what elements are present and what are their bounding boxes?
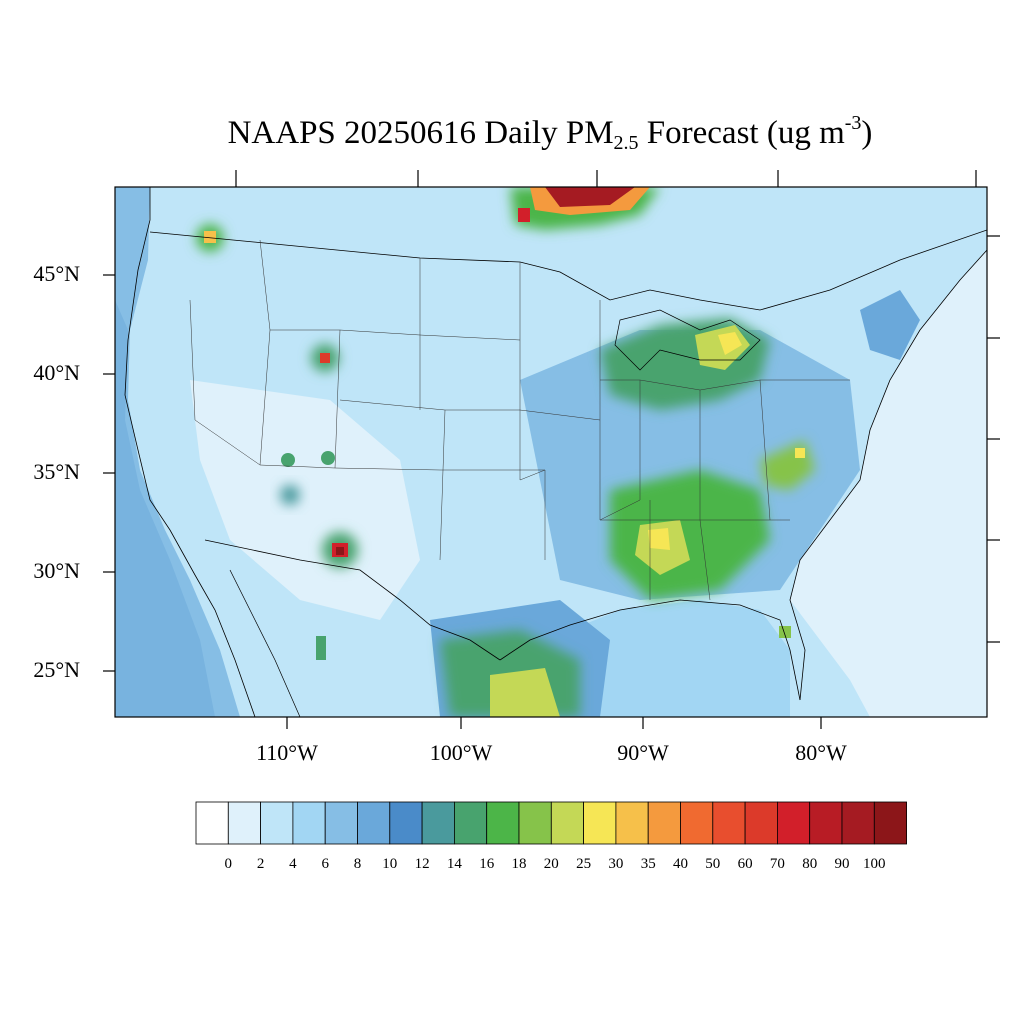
fire-washington-core — [204, 231, 216, 243]
colorbar-tick-label: 70 — [769, 856, 785, 872]
pacific-coastline — [124, 187, 256, 717]
atlantic-ocean — [790, 250, 987, 717]
fire-florida — [779, 626, 791, 638]
lat-label-30: 30°N — [33, 558, 80, 583]
colorbar-tick-label: 60 — [737, 856, 753, 872]
colorbar-swatch — [260, 801, 294, 845]
us-mexico-border — [204, 539, 501, 661]
lat-label-25: 25°N — [33, 657, 80, 682]
state-borders — [189, 239, 850, 601]
colorbar-tick-label: 12 — [414, 856, 430, 872]
colorbar-tick-label: 25 — [576, 856, 592, 872]
lon-label-100: 100°W — [429, 740, 493, 765]
coastlines-and-borders — [124, 187, 987, 717]
colorbar-swatch — [712, 801, 746, 845]
great-lakes-outline — [614, 309, 761, 371]
colorbar-swatch — [615, 801, 649, 845]
carolina-hotspot — [795, 448, 805, 458]
us-canada-border — [149, 229, 987, 311]
colorbar — [195, 801, 907, 845]
colorbar-tick-label: 14 — [446, 856, 462, 872]
canada-hotspot — [545, 187, 635, 207]
atlantic-coastline — [789, 249, 987, 701]
colorbar-swatch — [777, 801, 811, 845]
colorbar-tick-label: 0 — [224, 856, 233, 872]
colorbar-tick-label: 10 — [382, 856, 398, 872]
lat-label-35: 35°N — [33, 459, 80, 484]
pacific-inner — [115, 300, 215, 717]
eastern-moderate — [520, 330, 860, 600]
lat-label-40: 40°N — [33, 360, 80, 385]
colorbar-swatch — [324, 801, 358, 845]
fire-arizona-2 — [281, 453, 295, 467]
colorbar-swatch — [809, 801, 843, 845]
baja-coastline — [229, 569, 301, 717]
colorbar-swatch — [550, 801, 584, 845]
colorbar-tick-label: 2 — [256, 856, 265, 872]
colorbar-tick-label: 20 — [543, 856, 559, 872]
colorbar-tick-label: 8 — [353, 856, 362, 872]
colorbar-tick-label: 16 — [479, 856, 495, 872]
gulf-of-mexico — [570, 600, 790, 717]
colorbar-swatch — [195, 801, 229, 845]
southwest-clean-air — [190, 380, 420, 620]
map-title: NAAPS 20250616 Daily PM2.5 Forecast (ug … — [227, 112, 873, 154]
colorbar-swatch — [680, 801, 714, 845]
map-frame — [114, 186, 988, 718]
colorbar-tick-label: 90 — [834, 856, 850, 872]
colorbar-tick-label: 80 — [802, 856, 818, 872]
lon-label-80: 80°W — [795, 740, 847, 765]
great-lakes-hotspot — [718, 332, 742, 355]
colorbar-tick-label: 4 — [289, 856, 297, 872]
colorbar-swatch — [518, 801, 552, 845]
colorbar-swatch — [421, 801, 455, 845]
fire-new-mexico-center — [336, 547, 344, 555]
lat-label-45: 45°N — [33, 261, 80, 286]
colorbar-swatch — [647, 801, 681, 845]
colorbar-tick-label: 35 — [640, 856, 656, 872]
lon-label-110: 110°W — [256, 740, 318, 765]
colorbar-swatch — [873, 801, 907, 845]
tick-marks — [103, 170, 1000, 729]
colorbar-tick-label: 50 — [705, 856, 721, 872]
colorbar-tick-label: 18 — [511, 856, 527, 872]
colorbar-swatch — [292, 801, 326, 845]
colorbar-tick-label: 6 — [321, 856, 329, 872]
lon-label-90: 90°W — [617, 740, 669, 765]
canada-hotspot-west — [518, 208, 530, 222]
colorbar-swatch — [357, 801, 391, 845]
colorbar-swatch — [227, 801, 262, 845]
fire-arizona-1 — [280, 485, 300, 505]
colorbar-swatch — [453, 801, 488, 845]
colorbar-swatch — [486, 801, 520, 845]
pm25-field — [115, 187, 987, 717]
colorbar-swatch — [583, 801, 617, 845]
colorbar-tick-label: 100 — [863, 856, 886, 872]
colorbar-tick-label: 40 — [673, 856, 688, 872]
gulf-coastline — [499, 599, 801, 701]
fire-utah — [321, 451, 335, 465]
colorbar-swatch — [389, 801, 423, 845]
colorbar-tick-label: 30 — [608, 856, 624, 872]
colorbar-swatch — [744, 801, 778, 845]
northeast-haze — [860, 290, 920, 360]
fire-mexico — [316, 636, 326, 660]
colorbar-swatch — [841, 801, 875, 845]
fire-idaho-core — [320, 353, 330, 363]
southeast-hotspot — [648, 528, 670, 550]
texas-core — [490, 668, 560, 717]
